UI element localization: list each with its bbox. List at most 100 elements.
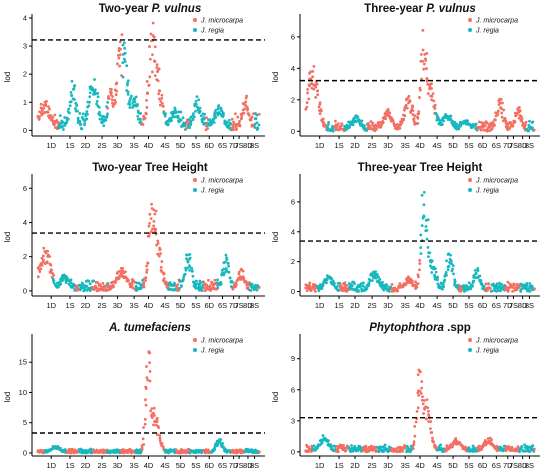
lod-point (390, 447, 394, 451)
lod-point (372, 276, 376, 280)
lod-point (87, 104, 91, 108)
lod-point (200, 451, 204, 455)
lod-point (222, 113, 225, 117)
x-tick-label: 3S (130, 141, 139, 150)
y-axis-label: lod (3, 72, 12, 83)
lod-point (340, 285, 343, 289)
x-tick-label: 4S (160, 461, 169, 470)
lod-point (375, 272, 379, 276)
lod-point (142, 426, 145, 429)
lod-point (421, 48, 425, 52)
lod-point (188, 268, 192, 272)
x-tick-label: 4S (433, 301, 442, 310)
lod-point (46, 249, 50, 253)
lod-point (324, 123, 327, 127)
lod-point (216, 286, 220, 290)
lod-point (476, 269, 480, 273)
x-tick-label: 5S (464, 301, 473, 310)
lod-point (420, 224, 424, 228)
lod-point (145, 105, 149, 109)
lod-point (70, 447, 74, 451)
lod-point (225, 120, 229, 124)
lod-point (158, 434, 162, 437)
legend-label: J. microcarpa (200, 178, 243, 185)
lod-point (153, 212, 157, 216)
lod-point (473, 268, 477, 272)
lod-point (158, 439, 162, 443)
lod-point (374, 276, 378, 280)
lod-point (234, 128, 238, 131)
lod-point (67, 111, 71, 115)
lod-point (85, 284, 89, 288)
lod-point (348, 126, 351, 129)
lod-point (519, 290, 523, 293)
y-tick-label: 4 (291, 64, 295, 73)
x-tick-label: 7S (509, 141, 518, 150)
lod-point (144, 279, 147, 282)
lod-point (115, 62, 119, 66)
x-tick-label: 6D (478, 461, 488, 470)
lod-point (142, 443, 146, 446)
x-tick-label: 2S (368, 141, 377, 150)
x-tick-label: 1S (334, 461, 343, 470)
lod-point (207, 121, 211, 125)
lod-point (48, 107, 51, 111)
lod-point (314, 96, 318, 99)
lod-point (134, 95, 138, 99)
lod-point (117, 56, 121, 60)
x-tick-label: 5S (191, 141, 200, 150)
lod-point (476, 267, 480, 270)
lod-point (153, 60, 157, 63)
lod-point (144, 403, 148, 407)
lod-point (500, 107, 503, 111)
lod-point (159, 99, 163, 103)
x-tick-label: 5D (176, 461, 186, 470)
lod-point (258, 450, 261, 454)
lod-point (400, 449, 404, 453)
lod-point (427, 409, 430, 413)
lod-point (147, 234, 151, 238)
x-tick-label: 7S (509, 461, 518, 470)
lod-point (73, 98, 76, 101)
lod-point (366, 121, 370, 125)
lod-point (458, 441, 462, 444)
lod-point (141, 437, 145, 441)
lod-point (385, 284, 389, 287)
lod-point (403, 446, 407, 449)
lod-point (430, 271, 434, 274)
lod-point (145, 80, 149, 83)
lod-point (146, 91, 150, 95)
lod-point (121, 75, 125, 79)
lod-point (144, 276, 148, 280)
lod-point (149, 57, 152, 61)
lod-point (74, 107, 77, 110)
lod-point (305, 289, 309, 292)
x-tick-label: 3D (113, 461, 123, 470)
x-tick-label: 6D (204, 301, 214, 310)
lod-point (409, 111, 413, 114)
lod-point (170, 119, 173, 123)
lod-point (160, 97, 164, 100)
lod-point (382, 288, 386, 292)
lod-point (441, 282, 445, 286)
lod-point (217, 104, 221, 107)
lod-point (123, 51, 127, 55)
lod-point (412, 117, 416, 121)
y-tick-label: 0 (291, 447, 295, 456)
lod-point (419, 233, 423, 237)
lod-point (253, 122, 257, 126)
lod-point (124, 270, 127, 274)
lod-point (242, 111, 246, 115)
y-axis-label: lod (271, 72, 280, 83)
x-tick-label: 8S (250, 301, 259, 310)
lod-point (427, 255, 430, 258)
lod-point (209, 289, 213, 292)
lod-point (414, 420, 418, 424)
lod-point (76, 116, 80, 120)
lod-point (126, 79, 130, 83)
lod-point (335, 124, 339, 128)
lod-point (111, 101, 114, 105)
lod-point (257, 112, 261, 116)
lod-point (365, 286, 369, 290)
lod-point (528, 289, 532, 293)
